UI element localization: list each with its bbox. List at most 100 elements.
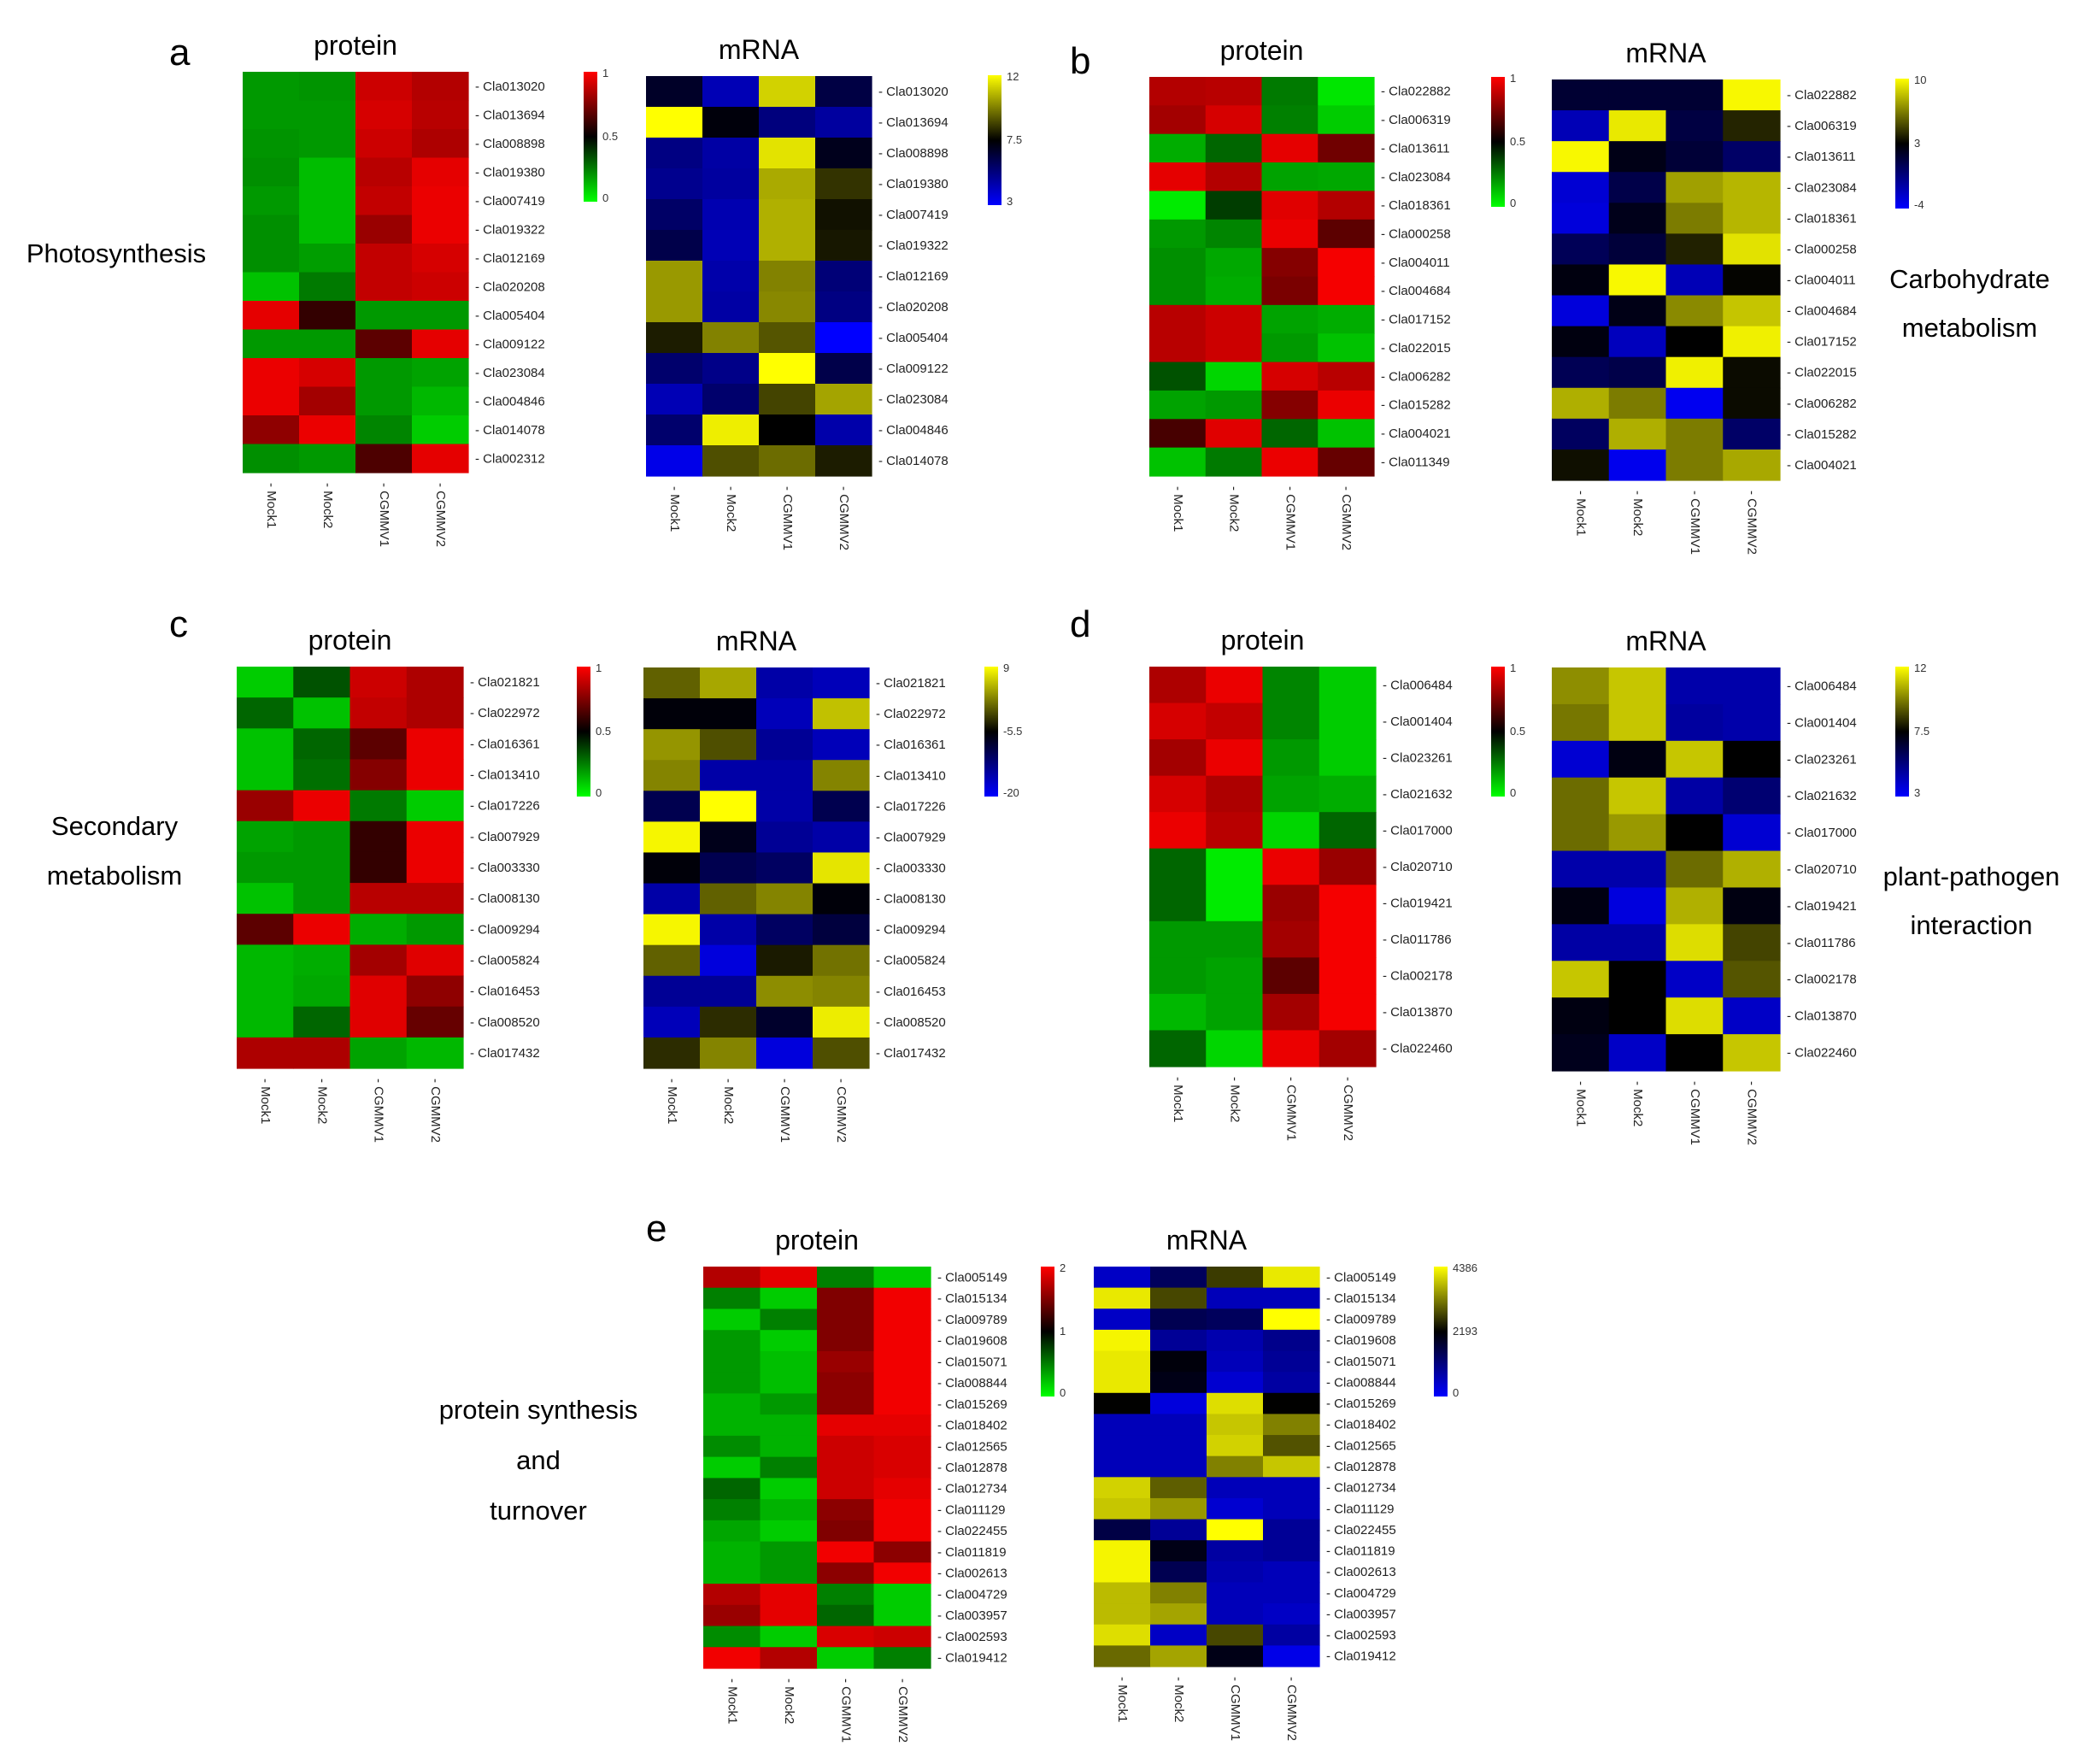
protein-cell (1149, 812, 1207, 850)
protein-cell (760, 1393, 818, 1415)
mrna-cell (643, 1037, 701, 1069)
mrna-cell (1665, 79, 1724, 111)
mrna-row-label: - Cla022972 (876, 707, 946, 721)
protein-cell (299, 358, 356, 388)
mrna-cell (702, 261, 760, 292)
protein-cell (237, 697, 294, 729)
mrna-cell (1207, 1624, 1264, 1646)
category-label-b-line1: Carbohydrate (1889, 264, 2050, 294)
mrna-cell (646, 384, 703, 415)
protein-cell (873, 1541, 931, 1563)
protein-cell (1261, 419, 1319, 449)
mrna-cell (1608, 110, 1667, 142)
mrna-cell (1552, 203, 1610, 234)
protein-cell (412, 72, 469, 102)
protein-cell (1205, 419, 1263, 449)
protein-row-label: - Cla013410 (470, 768, 540, 783)
protein-cell (412, 415, 469, 445)
heatmap-panel-a: protein - Cla013020 - Cla013694 - Cla008898… (243, 30, 1022, 550)
mrna-row-label: - Cla009122 (878, 362, 949, 376)
protein-cell (355, 129, 413, 159)
mrna-cell (1608, 203, 1667, 234)
protein-cell (412, 100, 469, 130)
protein-cell (817, 1393, 875, 1415)
mrna-cell (756, 944, 813, 977)
mrna-cell (700, 698, 757, 730)
protein-cell (412, 157, 469, 187)
mrna-col-label: - Mock2 (1630, 1081, 1645, 1126)
panel-label-c: c (169, 603, 188, 645)
protein-row-label: - Cla007929 (470, 830, 540, 844)
protein-cell (355, 215, 413, 244)
mrna-cell (1723, 110, 1781, 142)
mrna-cell (1094, 1414, 1151, 1436)
mrna-cell (1150, 1645, 1207, 1667)
protein-cell (412, 358, 469, 388)
mrna-row-label: - Cla017226 (876, 799, 946, 814)
category-label-c-line2: metabolism (47, 861, 183, 891)
protein-cell (703, 1520, 761, 1543)
mrna-cell (1665, 110, 1724, 142)
protein-row-label: - Cla007419 (475, 194, 545, 209)
protein-cell (1319, 1030, 1377, 1067)
mrna-cell (1552, 887, 1610, 925)
protein-cell (817, 1541, 875, 1563)
protein-cell (1205, 162, 1263, 192)
mrna-cell (1723, 79, 1781, 111)
protein-col-label: - Mock2 (1227, 1077, 1242, 1122)
protein-cell (355, 272, 413, 302)
protein-cell (1262, 703, 1320, 740)
protein-title-e: protein (775, 1225, 859, 1255)
mrna-cell (1150, 1497, 1207, 1520)
protein-row-label: - Cla006484 (1383, 678, 1453, 692)
mrna-cell (1207, 1477, 1264, 1499)
protein-cell (1149, 920, 1207, 958)
protein-cell (406, 759, 464, 791)
mrna-cell (643, 883, 701, 915)
protein-row-label: - Cla017226 (470, 799, 540, 814)
protein-cell (1149, 390, 1207, 420)
mrna-cell (1263, 1392, 1320, 1415)
protein-cell (299, 72, 356, 102)
protein-cell (1205, 276, 1263, 306)
mrna-col-label: - CGMMV1 (1228, 1677, 1242, 1741)
protein-cell (1318, 248, 1375, 278)
mrna-cell (1665, 141, 1724, 173)
protein-row-label: - Cla009122 (475, 337, 545, 351)
protein-row-label: - Cla021821 (470, 675, 540, 690)
mrna-row-label: - Cla012878 (1326, 1460, 1396, 1474)
protein-cell (760, 1499, 818, 1521)
mrna-col-label: - Mock2 (1630, 491, 1645, 536)
mrna-row-label: - Cla021632 (1787, 789, 1857, 803)
protein-cell (1149, 77, 1207, 106)
mrna-col-label: - Mock1 (665, 1079, 679, 1124)
mrna-cell (643, 914, 701, 946)
protein-cell (703, 1647, 761, 1669)
mrna-cell (1094, 1329, 1151, 1352)
protein-row-label: - Cla005404 (475, 309, 545, 323)
protein-cell (1149, 133, 1207, 163)
mrna-scale-mid: 7.5 (1007, 133, 1022, 146)
protein-cell (1262, 1030, 1320, 1067)
mrna-cell (1665, 387, 1724, 420)
mrna-cell (815, 138, 872, 169)
protein-row-label: - Cla011819 (937, 1545, 1007, 1560)
protein-cell (1261, 333, 1319, 363)
mrna-cell (1723, 850, 1781, 889)
protein-cell (1205, 447, 1263, 477)
protein-cell (1319, 885, 1377, 922)
protein-row-label: - Cla019608 (937, 1334, 1007, 1349)
protein-col-label: - CGMMV2 (896, 1679, 910, 1743)
mrna-cell (1094, 1497, 1151, 1520)
protein-cell (243, 415, 300, 445)
mrna-cell (1263, 1414, 1320, 1436)
protein-cell (1205, 133, 1263, 163)
mrna-title-e: mRNA (1166, 1225, 1248, 1255)
protein-row-label: - Cla008130 (470, 891, 540, 906)
protein-cell (760, 1350, 818, 1373)
protein-row-label: - Cla002593 (937, 1630, 1007, 1644)
protein-cell (1261, 133, 1319, 163)
mrna-col-label: - CGMMV2 (837, 486, 851, 550)
mrna-cell (700, 975, 757, 1008)
protein-cell (355, 244, 413, 273)
